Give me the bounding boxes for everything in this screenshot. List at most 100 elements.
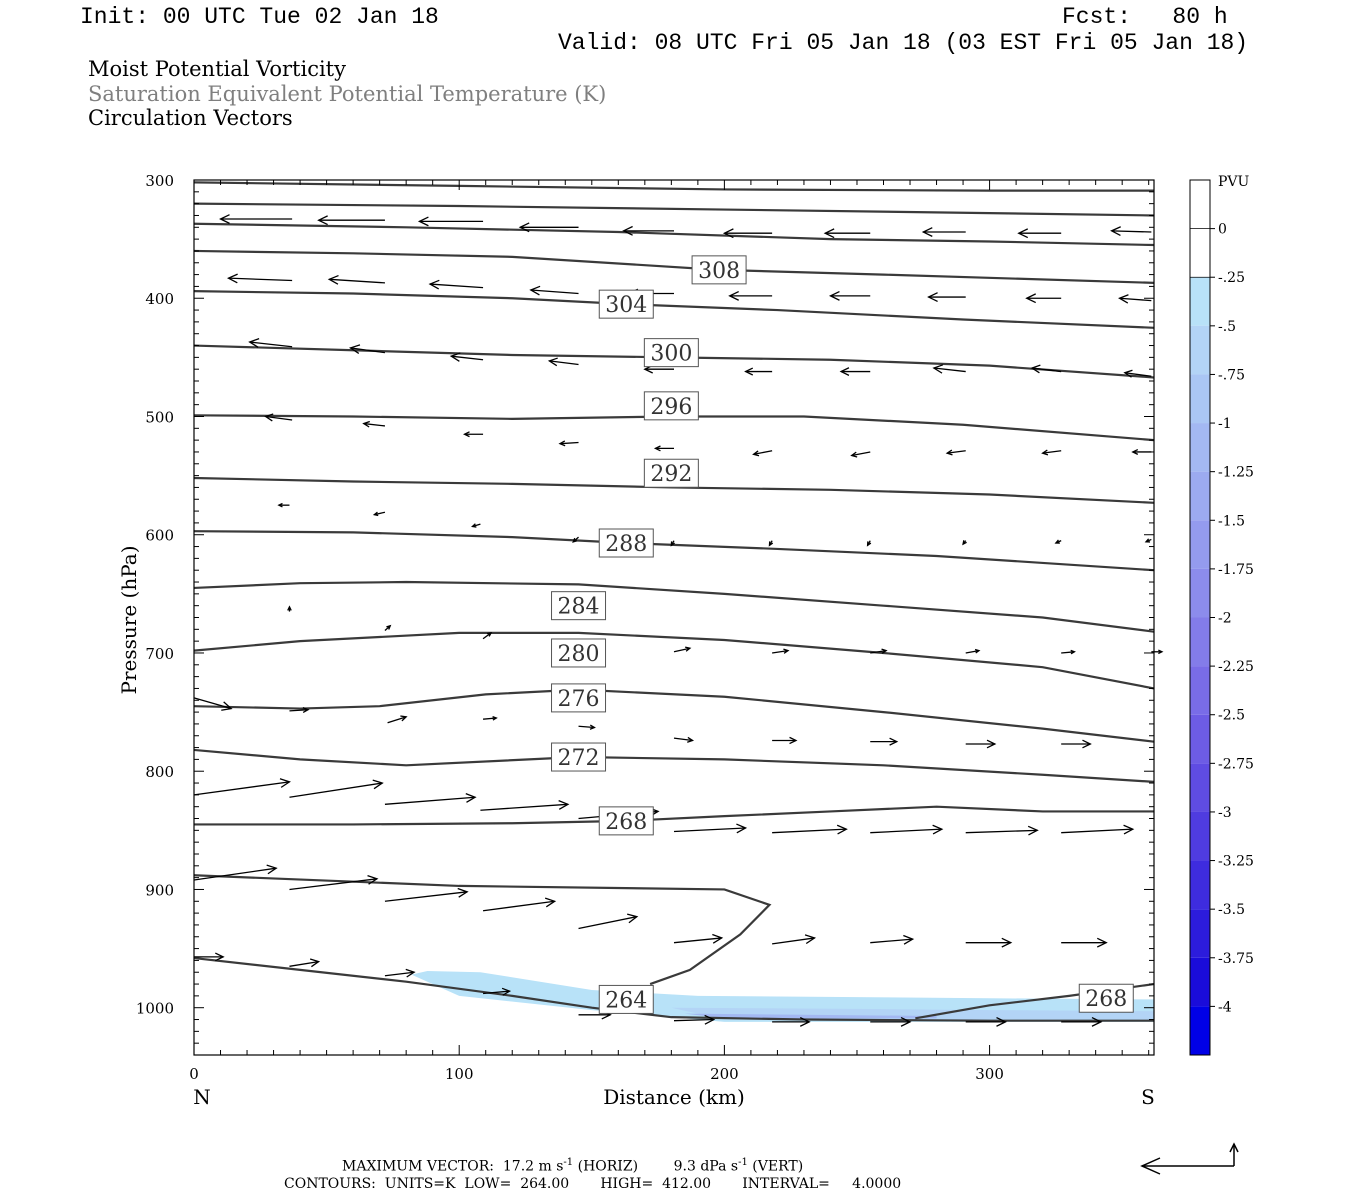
- vector-shaft: [673, 937, 722, 944]
- vector-head: [226, 273, 238, 284]
- vector-head: [881, 648, 888, 654]
- vector-head: [932, 824, 944, 835]
- colorbar-swatch: [1190, 471, 1210, 521]
- x-tick-label: 300: [975, 1065, 1004, 1083]
- contour-label-box: [598, 289, 654, 319]
- vector-head: [589, 724, 596, 730]
- circulation-vector: [193, 778, 291, 796]
- y-tick-label: 800: [145, 763, 174, 781]
- vector-head: [900, 1016, 912, 1027]
- vector-head: [1123, 824, 1135, 835]
- colorbar-swatch: [1190, 763, 1210, 812]
- vector-head: [1131, 448, 1139, 455]
- vector-head: [722, 228, 734, 239]
- circulation-vector: [772, 1016, 811, 1027]
- vector-shaft: [1111, 230, 1152, 233]
- contour-label-276: 276: [558, 687, 600, 712]
- circulation-vector: [670, 540, 675, 547]
- contour-label-box: [598, 984, 654, 1014]
- contour-label-300: 300: [650, 342, 692, 367]
- circulation-vector: [622, 225, 674, 236]
- vector-head: [529, 285, 541, 296]
- vector-head: [348, 344, 361, 354]
- colorbar-level-label: -.5: [1218, 319, 1236, 335]
- vector-shaft: [1061, 651, 1075, 654]
- vector-head: [736, 823, 748, 834]
- circulation-vector: [578, 724, 596, 730]
- circulation-vector: [1061, 649, 1076, 655]
- colorbar-level-label: -2.25: [1218, 659, 1254, 675]
- vector-shaft: [673, 737, 693, 742]
- vector-shaft: [289, 709, 309, 712]
- circulation-vector: [772, 824, 848, 835]
- vector-head: [986, 739, 997, 749]
- contour-label-288: 288: [605, 532, 647, 557]
- vector-head: [544, 897, 557, 908]
- circulation-vector: [417, 216, 484, 227]
- x-tick-label: 100: [445, 1065, 474, 1083]
- vector-head: [386, 624, 392, 630]
- contour-label-box: [643, 458, 699, 488]
- vector-shaft: [265, 415, 293, 421]
- contour-line-8: [193, 530, 1155, 572]
- contour-label-268: 268: [1085, 987, 1127, 1012]
- circulation-vector: [578, 913, 639, 930]
- colorbar-swatch: [1190, 180, 1210, 229]
- colorbar-level-label: -.75: [1218, 367, 1245, 383]
- colorbar-swatch: [1190, 277, 1210, 326]
- vector-head: [287, 605, 292, 611]
- vector-head: [465, 792, 477, 803]
- circulation-vector: [384, 887, 469, 902]
- y-tick-label: 600: [145, 527, 174, 545]
- circulation-vector: [1061, 937, 1108, 948]
- vector-head: [627, 913, 639, 924]
- colorbar-level-label: -2: [1218, 611, 1232, 627]
- colorbar-swatch: [1190, 714, 1210, 764]
- colorbar-swatch: [1190, 374, 1210, 424]
- y-tick-label: 700: [145, 645, 174, 663]
- circulation-vector: [264, 413, 293, 422]
- vector-shaft: [673, 827, 746, 833]
- vector-shaft: [483, 990, 510, 995]
- contour-line-2: [193, 874, 772, 986]
- circulation-vector: [772, 736, 798, 745]
- contour-label-268: 268: [605, 810, 647, 835]
- vector-shaft: [965, 829, 1038, 834]
- field-title-theta-es: Saturation Equivalent Potential Temperat…: [88, 82, 607, 106]
- vector-head: [1118, 294, 1129, 304]
- vector-head: [752, 450, 760, 457]
- circulation-vector: [823, 228, 871, 239]
- vector-head: [1144, 538, 1151, 543]
- vector-head: [687, 736, 695, 743]
- vector-head: [317, 215, 328, 226]
- circulation-vector: [193, 697, 233, 711]
- contour-line-15: [193, 202, 1155, 217]
- vector-shaft: [772, 937, 815, 945]
- field-title-mpv: Moist Potential Vorticity: [88, 57, 346, 81]
- colorbar-level-label: -2.5: [1218, 708, 1245, 724]
- vector-head: [215, 952, 225, 962]
- contour-label-box: [1078, 983, 1134, 1013]
- circulation-vector: [673, 736, 695, 743]
- colorbar-frame: [1189, 179, 1211, 1056]
- contour-label-box: [643, 391, 699, 421]
- vector-shaft: [228, 277, 293, 282]
- circulation-vector: [384, 968, 416, 978]
- vector-head: [1082, 739, 1092, 749]
- vector-shaft: [578, 916, 638, 930]
- vector-shaft: [933, 367, 966, 373]
- plot-frame: [193, 179, 1155, 1056]
- contour-label-264: 264: [605, 988, 647, 1013]
- circulation-vector: [752, 450, 773, 457]
- vector-shaft: [429, 283, 484, 289]
- pv-shade-2: [684, 1013, 937, 1019]
- colorbar-level-label: -1.75: [1218, 562, 1254, 578]
- contour-label-box: [551, 638, 607, 668]
- vector-shaft: [947, 450, 966, 454]
- colorbar-level-label: -1: [1218, 416, 1232, 432]
- circulation-vector: [965, 739, 997, 749]
- contour-label-box: [643, 338, 699, 368]
- colorbar-label: PVU: [1218, 174, 1250, 190]
- vector-shaft: [870, 828, 942, 834]
